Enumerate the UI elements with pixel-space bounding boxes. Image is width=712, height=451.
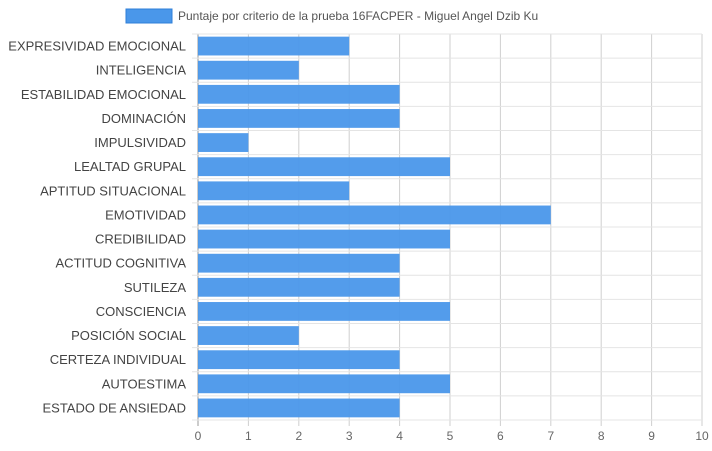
bar[interactable] — [198, 253, 400, 273]
x-tick-label: 3 — [346, 429, 353, 443]
bar[interactable] — [198, 277, 400, 297]
category-label: AUTOESTIMA — [102, 376, 187, 391]
x-tick-label: 9 — [648, 429, 655, 443]
x-tick-label: 8 — [598, 429, 605, 443]
x-tick-label: 2 — [295, 429, 302, 443]
category-label: DOMINACIÓN — [102, 111, 187, 126]
bar[interactable] — [198, 229, 450, 249]
x-axis-ticks: 0 1 2 3 4 5 6 7 8 9 10 — [195, 429, 709, 443]
bars — [198, 36, 551, 418]
bar[interactable] — [198, 350, 400, 370]
category-label: INTELIGENCIA — [96, 63, 187, 78]
category-label: IMPULSIVIDAD — [94, 135, 186, 150]
x-tick-label: 5 — [447, 429, 454, 443]
category-label: CERTEZA INDIVIDUAL — [50, 352, 186, 367]
legend[interactable]: Puntaje por criterio de la prueba 16FACP… — [125, 8, 538, 24]
x-tick-label: 6 — [497, 429, 504, 443]
bar[interactable] — [198, 157, 450, 177]
bar[interactable] — [198, 181, 350, 201]
category-label: EMOTIVIDAD — [105, 207, 186, 222]
x-tick-label: 7 — [547, 429, 554, 443]
category-label: ESTABILIDAD EMOCIONAL — [21, 87, 186, 102]
bar[interactable] — [198, 60, 299, 80]
bar[interactable] — [198, 398, 400, 418]
bar[interactable] — [198, 36, 350, 56]
category-label: ESTADO DE ANSIEDAD — [42, 400, 186, 415]
x-tick-label: 10 — [695, 429, 709, 443]
category-label: APTITUD SITUACIONAL — [40, 183, 186, 198]
category-label: CONSCIENCIA — [96, 304, 187, 319]
bar[interactable] — [198, 326, 299, 345]
category-label: LEALTAD GRUPAL — [74, 159, 186, 174]
category-label: ACTITUD COGNITIVA — [56, 256, 187, 271]
category-label: SUTILEZA — [124, 280, 186, 295]
bar[interactable] — [198, 84, 400, 104]
legend-label: Puntaje por criterio de la prueba 16FACP… — [178, 9, 538, 23]
category-label: CREDIBILIDAD — [95, 232, 186, 247]
x-tick-label: 1 — [245, 429, 252, 443]
grid — [192, 33, 703, 426]
x-tick-label: 4 — [396, 429, 403, 443]
x-tick-label: 0 — [195, 429, 202, 443]
bar[interactable] — [198, 374, 450, 394]
bar[interactable] — [198, 205, 551, 225]
bar[interactable] — [198, 109, 400, 128]
category-label: POSICIÓN SOCIAL — [71, 328, 186, 343]
legend-swatch — [125, 8, 173, 24]
bar[interactable] — [198, 302, 450, 321]
bar[interactable] — [198, 133, 249, 152]
category-labels: EXPRESIVIDAD EMOCIONAL INTELIGENCIA ESTABI… — [8, 39, 186, 416]
category-label: EXPRESIVIDAD EMOCIONAL — [8, 39, 186, 54]
